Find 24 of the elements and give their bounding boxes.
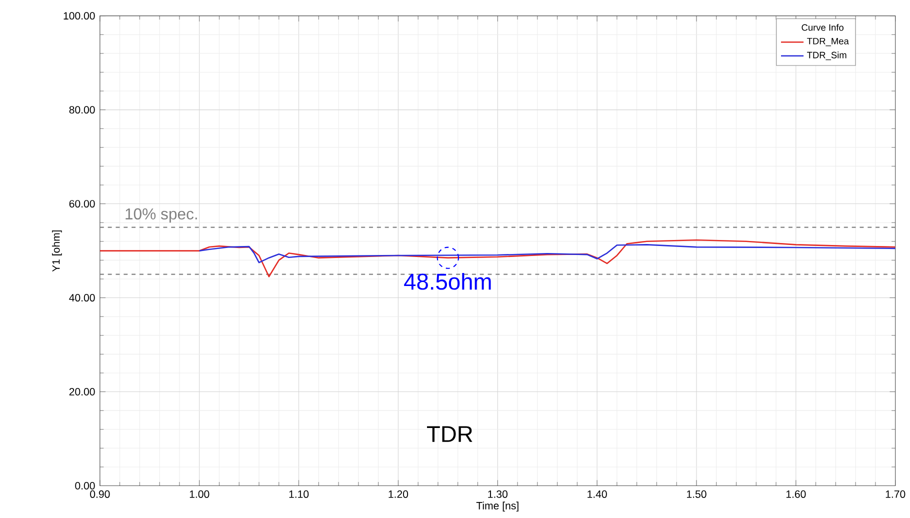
- x-tick-label: 1.20: [388, 490, 408, 498]
- line-series: [198, 244, 896, 263]
- y-tick-label: 20.00: [69, 388, 95, 396]
- annotation: TDR: [427, 426, 472, 442]
- x-tick-label: 1.30: [488, 490, 508, 498]
- legend-label: TDR_Sim: [807, 51, 846, 60]
- x-tick-label: 1.50: [687, 490, 706, 498]
- legend-label: TDR_Mea: [807, 38, 849, 46]
- x-tick-label: 1.70: [886, 490, 906, 498]
- ref-line-label: 10% spec.: [126, 208, 197, 222]
- x-tick-label: 1.10: [289, 490, 309, 498]
- x-tick-label: 0.90: [90, 490, 110, 498]
- y-tick-label: 0.00: [75, 482, 95, 490]
- x-axis-title: Time [ns]: [476, 501, 518, 512]
- annotation: 48.5ohm: [404, 272, 491, 290]
- x-tick-label: 1.00: [190, 490, 210, 498]
- y-tick-label: 100.00: [64, 12, 95, 20]
- y-axis-title: Y1 [ohm]: [52, 230, 62, 272]
- x-tick-label: 1.40: [588, 490, 607, 498]
- y-tick-label: 80.00: [69, 106, 95, 114]
- y-tick-label: 60.00: [69, 200, 95, 208]
- y-tick-label: 40.00: [69, 294, 95, 302]
- x-tick-label: 1.60: [786, 490, 806, 498]
- legend-title: Curve Info: [802, 24, 844, 31]
